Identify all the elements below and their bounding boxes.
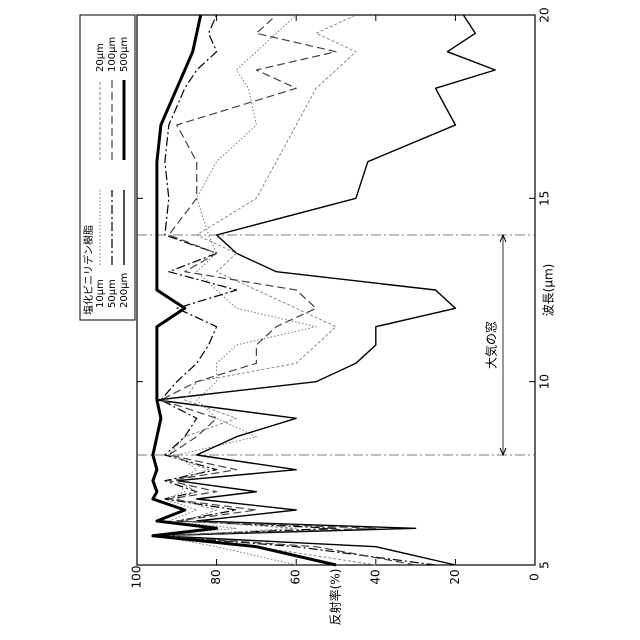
y-tick-label: 80 — [209, 569, 223, 584]
y-tick-label: 20 — [448, 569, 462, 584]
legend-title: 塩化ビニリデン樹脂 — [82, 225, 95, 315]
window-label: 大気の窓 — [484, 321, 499, 369]
legend-label: 100μm — [107, 37, 118, 72]
y-tick-label: 40 — [368, 569, 382, 584]
legend-label: 10μm — [95, 279, 106, 308]
legend-label: 50μm — [107, 279, 118, 308]
y-axis-label: 反射率(%) — [328, 569, 343, 626]
legend-label: 20μm — [95, 43, 106, 72]
x-tick-label: 5 — [538, 561, 552, 569]
y-tick-label: 60 — [289, 569, 303, 584]
y-tick-label: 100 — [130, 566, 144, 589]
legend: 塩化ビニリデン樹脂10μm50μm200μm 20μm100μm500μm — [80, 15, 135, 320]
series-line — [169, 15, 376, 565]
plot-frame — [137, 15, 535, 565]
x-tick-label: 10 — [538, 374, 552, 389]
series-line — [157, 15, 495, 565]
legend-label: 500μm — [119, 37, 130, 72]
legend-label: 200μm — [119, 273, 130, 308]
x-axis-label: 波長(μm) — [542, 264, 556, 317]
chart: 5 10 15 20 0 20 40 60 80 100 波長(μm) 反射率(%) 大気の窓 塩化ビニリ… — [0, 0, 640, 640]
x-tick-label: 15 — [538, 191, 552, 206]
x-tick-label: 20 — [538, 7, 552, 22]
y-tick-label: 0 — [528, 573, 542, 581]
